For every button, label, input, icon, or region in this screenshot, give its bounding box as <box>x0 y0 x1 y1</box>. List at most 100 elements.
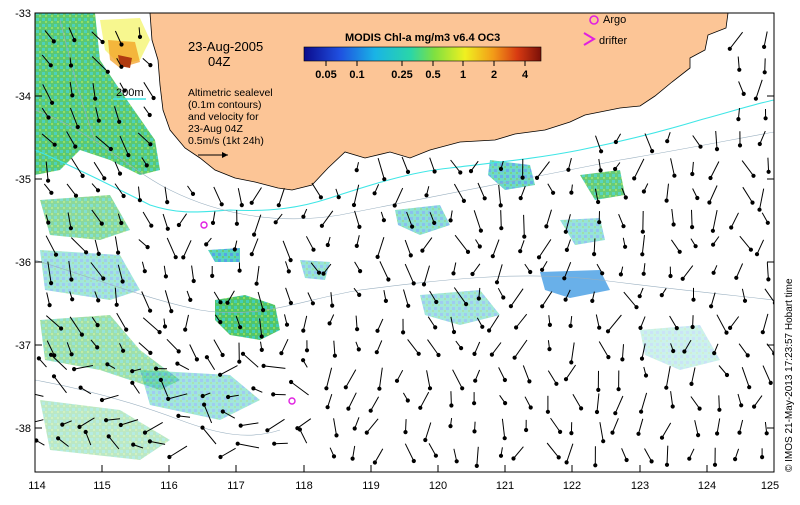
velocity-arrow-head <box>219 455 222 458</box>
velocity-arrow-head <box>96 346 99 349</box>
velocity-arrow-head <box>499 454 502 457</box>
velocity-arrow-head <box>519 197 522 200</box>
velocity-arrow-head <box>449 219 452 222</box>
velocity-arrow-head <box>120 65 123 68</box>
velocity-arrow-head <box>96 324 99 327</box>
velocity-arrow-head <box>766 221 769 224</box>
velocity-arrow-head <box>460 347 463 350</box>
velocity-arrow-head <box>422 283 425 286</box>
velocity-arrow-head <box>473 402 476 405</box>
velocity-arrow-head <box>382 219 385 222</box>
velocity-arrow-head <box>189 298 192 301</box>
velocity-arrow-head <box>302 329 305 332</box>
velocity-arrow-head <box>564 298 567 301</box>
velocity-arrow-head <box>71 94 74 97</box>
velocity-arrow-head <box>219 321 222 324</box>
x-tick-label: 124 <box>698 480 716 492</box>
velocity-arrow-head <box>166 227 169 230</box>
velocity-arrow-head <box>170 310 173 313</box>
argo-legend-label: Argo <box>603 14 626 26</box>
velocity-arrow-head <box>546 410 549 413</box>
velocity-arrow-head <box>195 358 198 361</box>
velocity-arrow-head <box>694 245 697 248</box>
velocity-arrow-head <box>337 196 340 199</box>
velocity-arrow-head <box>764 117 767 120</box>
velocity-arrow-head <box>598 326 601 329</box>
velocity-arrow-head <box>465 303 468 306</box>
velocity-arrow-head <box>666 140 669 143</box>
velocity-arrow-head <box>691 226 694 229</box>
velocity-arrow-head <box>642 190 645 193</box>
velocity-arrow-head <box>593 253 596 256</box>
velocity-arrow-head <box>239 424 242 427</box>
velocity-arrow-head <box>311 302 314 305</box>
velocity-arrow-head <box>435 300 438 303</box>
velocity-arrow-head <box>769 381 772 384</box>
velocity-arrow-head <box>548 348 551 351</box>
colorbar-tick-label: 0.1 <box>349 69 364 81</box>
velocity-arrow-head <box>669 274 672 277</box>
velocity-arrow-head <box>358 225 361 228</box>
velocity-arrow-head <box>373 461 376 464</box>
velocity-arrow-head <box>51 101 54 104</box>
velocity-arrow-head <box>205 356 208 359</box>
velocity-arrow-head <box>277 204 280 207</box>
velocity-arrow-head <box>767 170 770 173</box>
sealevel-legend-line: and velocity for <box>188 111 259 123</box>
velocity-arrow-head <box>359 270 362 273</box>
velocity-arrow-head <box>597 388 600 391</box>
drifter-legend-label: drifter <box>599 35 627 47</box>
velocity-arrow-head <box>150 224 153 227</box>
velocity-arrow-head <box>638 295 641 298</box>
velocity-arrow-head <box>240 204 243 207</box>
velocity-arrow-head <box>253 233 256 236</box>
velocity-arrow-head <box>53 143 56 146</box>
velocity-arrow <box>451 391 452 405</box>
velocity-arrow-head <box>182 256 185 259</box>
velocity-arrow-head <box>143 431 146 434</box>
velocity-arrow-head <box>319 196 322 199</box>
velocity-arrow-head <box>152 96 155 99</box>
credit-text: © IMOS 21-May-2013 17:23:57 Hobart time <box>784 278 795 472</box>
velocity-arrow-head <box>734 458 737 461</box>
velocity-arrow-head <box>52 40 55 43</box>
isobath-legend-label: 200m <box>116 87 144 99</box>
velocity-arrow-head <box>184 328 187 331</box>
velocity-arrow-head <box>312 248 315 251</box>
velocity-arrow-head <box>597 200 600 203</box>
velocity-arrow-head <box>407 304 410 307</box>
velocity-arrow-head <box>357 348 360 351</box>
velocity-arrow-head <box>290 380 293 383</box>
y-tick-label: -38 <box>15 423 31 435</box>
velocity-arrow-head <box>459 171 462 174</box>
velocity-arrow-head <box>650 460 653 463</box>
velocity-arrow-head <box>121 280 124 283</box>
velocity-arrow-head <box>219 373 222 376</box>
y-tick-label: -35 <box>15 174 31 186</box>
velocity-arrow-head <box>637 432 640 435</box>
velocity-arrow-head <box>387 278 390 281</box>
velocity-arrow-head <box>109 147 112 150</box>
velocity-arrow-head <box>434 326 437 329</box>
velocity-arrow-head <box>478 245 481 248</box>
velocity-arrow-head <box>763 71 766 74</box>
colorbar-tick-label: 0.5 <box>425 69 440 81</box>
velocity-arrow-head <box>712 271 715 274</box>
velocity-arrow <box>524 215 525 237</box>
velocity-arrow-head <box>167 397 170 400</box>
velocity-arrow-head <box>395 379 398 382</box>
velocity-arrow-head <box>376 255 379 258</box>
velocity-arrow-head <box>356 328 359 331</box>
velocity-arrow-head <box>326 243 329 246</box>
velocity-arrow-head <box>138 35 141 38</box>
velocity-arrow-head <box>369 409 372 412</box>
velocity-arrow-head <box>227 395 230 398</box>
velocity-arrow-head <box>118 120 121 123</box>
velocity-arrow-head <box>320 224 323 227</box>
velocity-arrow-head <box>502 296 505 299</box>
velocity-arrow-head <box>758 142 761 145</box>
velocity-arrow-head <box>201 426 204 429</box>
velocity-arrow-head <box>672 223 675 226</box>
velocity-arrow-head <box>624 245 627 248</box>
velocity-arrow-head <box>50 191 53 194</box>
